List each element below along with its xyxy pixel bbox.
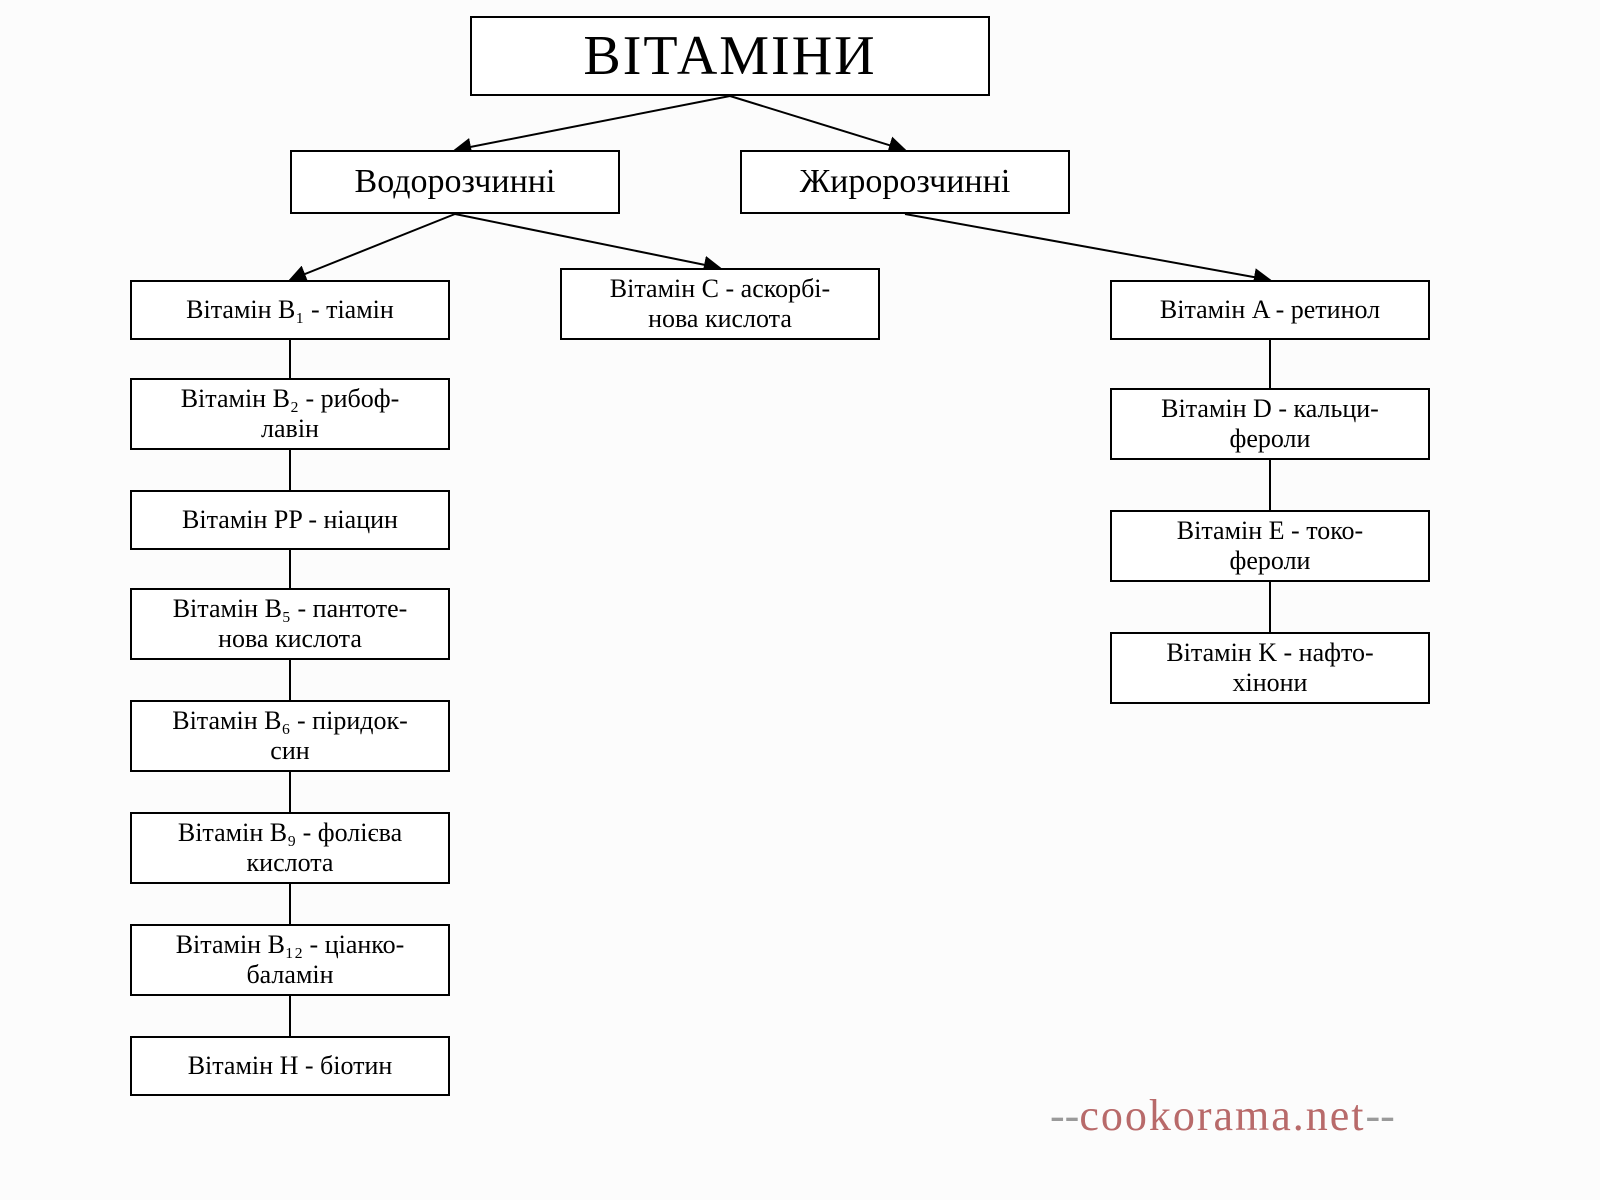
watermark-dash-left: -- [1050,1091,1079,1140]
leaf-b6: Вітамін B₆ - піридок-син [130,700,450,772]
leaf-label: Вітамін D - кальци-фероли [1161,394,1379,454]
root-node: ВІТАМІНИ [470,16,990,96]
leaf-label: Вітамін B₁₂ - ціанко-баламін [176,930,405,990]
leaf-label: Вітамін B₆ - піридок-син [172,706,408,766]
leaf-label: Вітамін PP - ніацин [182,505,398,535]
leaf-c: Вітамін C - аскорбі-нова кислота [560,268,880,340]
leaf-label: Вітамін A - ретинол [1160,295,1380,325]
leaf-label: Вітамін B₅ - пантоте-нова кислота [173,594,408,654]
leaf-b5: Вітамін B₅ - пантоте-нова кислота [130,588,450,660]
leaf-label: Вітамін B₉ - фолієвакислота [178,818,402,878]
category-fat-soluble: Жиророзчинні [740,150,1070,214]
watermark-text: cookorama.net [1079,1091,1365,1140]
leaf-a: Вітамін A - ретинол [1110,280,1430,340]
leaf-b1: Вітамін B₁ - тіамін [130,280,450,340]
category-label: Водорозчинні [355,162,556,201]
leaf-b2: Вітамін B₂ - рибоф-лавін [130,378,450,450]
leaf-label: Вітамін H - біотин [188,1051,393,1081]
watermark: --cookorama.net-- [1050,1090,1395,1141]
leaf-label: Вітамін E - токо-фероли [1177,516,1363,576]
category-water-soluble: Водорозчинні [290,150,620,214]
category-label: Жиророзчинні [800,162,1011,201]
leaf-label: Вітамін K - нафто-хінони [1166,638,1373,698]
root-label: ВІТАМІНИ [583,24,876,88]
leaf-b12: Вітамін B₁₂ - ціанко-баламін [130,924,450,996]
leaf-k: Вітамін K - нафто-хінони [1110,632,1430,704]
leaf-label: Вітамін B₁ - тіамін [186,295,394,325]
watermark-dash-right: -- [1366,1091,1395,1140]
diagram-stage: ВІТАМІНИ Водорозчинні Жиророзчинні Вітам… [0,0,1600,1200]
leaf-h: Вітамін H - біотин [130,1036,450,1096]
leaf-d: Вітамін D - кальци-фероли [1110,388,1430,460]
leaf-b9: Вітамін B₉ - фолієвакислота [130,812,450,884]
leaf-e: Вітамін E - токо-фероли [1110,510,1430,582]
leaf-pp: Вітамін PP - ніацин [130,490,450,550]
leaf-label: Вітамін C - аскорбі-нова кислота [610,274,830,334]
leaf-label: Вітамін B₂ - рибоф-лавін [181,384,400,444]
